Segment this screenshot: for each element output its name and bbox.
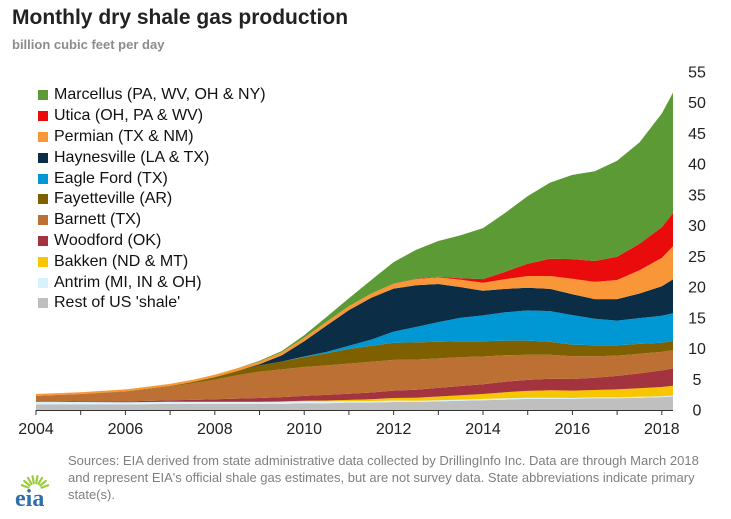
- legend-label: Utica (OH, PA & WV): [54, 107, 204, 125]
- y-tick-label: 55: [688, 65, 706, 82]
- area-series-8: [36, 246, 673, 396]
- area-series-5: [36, 340, 673, 396]
- x-tick-label: 2004: [18, 421, 54, 438]
- logo-ray: [31, 475, 35, 485]
- legend-swatch: [38, 256, 48, 267]
- y-tick-label: 10: [688, 341, 706, 358]
- legend-label: Permian (TX & NM): [54, 127, 194, 145]
- legend-label: Bakken (ND & MT): [54, 252, 189, 270]
- legend-swatch: [38, 277, 48, 288]
- chart-subtitle: billion cubic feet per day: [12, 37, 165, 52]
- sources-note: Sources: EIA derived from state administ…: [68, 453, 699, 502]
- area-series-7: [36, 279, 673, 396]
- legend-item: Bakken (ND & MT): [38, 251, 266, 272]
- eia-logo: eia: [15, 475, 50, 512]
- logo-text: eia: [15, 486, 44, 512]
- legend-swatch: [38, 111, 48, 122]
- legend-item: Fayetteville (AR): [38, 189, 266, 210]
- legend-label: Haynesville (LA & TX): [54, 148, 210, 166]
- logo-ray: [23, 479, 31, 487]
- y-tick-label: 15: [688, 310, 706, 327]
- legend-item: Permian (TX & NM): [38, 127, 266, 148]
- logo-ray: [40, 484, 50, 489]
- x-tick-label: 2012: [376, 421, 412, 438]
- legend-item: Marcellus (PA, WV, OH & NY): [38, 85, 266, 106]
- legend-label: Barnett (TX): [54, 211, 142, 229]
- legend-swatch: [38, 215, 48, 226]
- logo-ray: [35, 475, 39, 485]
- area-series-3: [36, 368, 673, 403]
- y-tick-label: 0: [693, 403, 702, 420]
- x-tick-label: 2006: [108, 421, 144, 438]
- area-series-1: [36, 395, 673, 405]
- legend-label: Rest of US 'shale': [54, 294, 181, 312]
- legend-item: Barnett (TX): [38, 210, 266, 231]
- legend-label: Marcellus (PA, WV, OH & NY): [54, 86, 266, 104]
- y-tick-label: 5: [693, 372, 702, 389]
- x-axis: 2004 2006 2008 2010 2012 2014 2016 2018: [18, 410, 680, 438]
- logo-ray: [37, 476, 44, 486]
- logo-ray: [26, 476, 33, 486]
- legend-label: Antrim (MI, IN & OH): [54, 273, 202, 291]
- legend: Marcellus (PA, WV, OH & NY) Utica (OH, PA…: [38, 85, 266, 314]
- legend-item: Antrim (MI, IN & OH): [38, 272, 266, 293]
- legend-item: Haynesville (LA & TX): [38, 147, 266, 168]
- x-tick-label: 2016: [555, 421, 591, 438]
- legend-label: Woodford (OK): [54, 231, 162, 249]
- y-tick-label: 40: [688, 157, 706, 174]
- legend-swatch: [38, 90, 48, 101]
- legend-item: Eagle Ford (TX): [38, 168, 266, 189]
- legend-item: Woodford (OK): [38, 231, 266, 252]
- legend-swatch: [38, 152, 48, 163]
- y-tick-label: 25: [688, 249, 706, 266]
- legend-label: Fayetteville (AR): [54, 190, 173, 208]
- legend-item: Rest of US 'shale': [38, 293, 266, 314]
- logo-ray: [20, 484, 30, 489]
- y-tick-label: 50: [688, 95, 706, 112]
- logo-ray: [39, 479, 47, 487]
- area-series-4: [36, 350, 673, 402]
- y-tick-label: 30: [688, 218, 706, 235]
- legend-swatch: [38, 298, 48, 309]
- legend-swatch: [38, 235, 48, 246]
- y-tick-label: 45: [688, 126, 706, 143]
- legend-swatch: [38, 173, 48, 184]
- x-tick-label: 2008: [197, 421, 233, 438]
- legend-label: Eagle Ford (TX): [54, 169, 168, 187]
- y-tick-label: 20: [688, 280, 706, 297]
- area-series-0: [36, 396, 673, 410]
- area-series-6: [36, 310, 673, 396]
- area-series-2: [36, 385, 673, 403]
- chart-title: Monthly dry shale gas production: [12, 6, 349, 29]
- x-tick-label: 2018: [644, 421, 680, 438]
- logo-rays-icon: [20, 475, 50, 489]
- legend-swatch: [38, 131, 48, 142]
- y-tick-label: 35: [688, 187, 706, 204]
- legend-swatch: [38, 194, 48, 205]
- legend-item: Utica (OH, PA & WV): [38, 106, 266, 127]
- area-series-10: [36, 92, 673, 394]
- x-tick-label: 2010: [286, 421, 322, 438]
- x-tick-label: 2014: [465, 421, 501, 438]
- y-axis: 0 5 10 15 20 25 30 35 40 45 50 55: [688, 65, 706, 420]
- area-layers: [36, 92, 673, 410]
